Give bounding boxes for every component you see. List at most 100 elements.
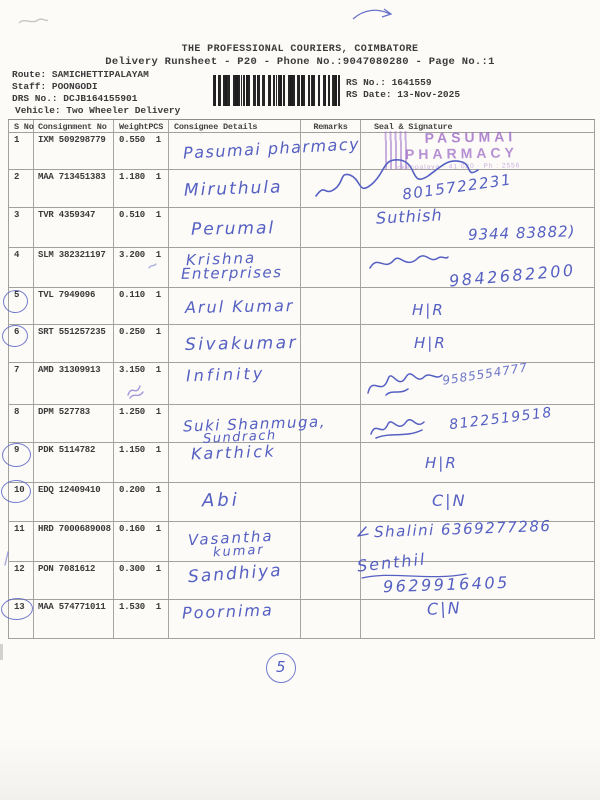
pcs-value: 1 [155,290,161,300]
consignee-cell [169,288,301,324]
consignee-handwriting: Miruthula [183,177,283,201]
consignment-number: PON 7081612 [34,562,114,599]
weight-pcs-cell: 0.510 1 [114,208,169,247]
remarks-cell [301,363,361,404]
weight-value: 0.160 [119,524,146,534]
pcs-value: 1 [155,365,161,375]
table-row: 12 PON 7081612 0.300 1 [9,562,594,600]
stamp-line1: PASUMAI [424,128,517,146]
remarks-cell [301,208,361,247]
pcs-value: 1 [155,564,161,574]
pcs-value: 1 [155,407,161,417]
vehicle-line: Vehicle: Two Wheeler Delivery [15,105,181,116]
consignee-cell [169,363,301,404]
seal-cn-handwriting: C|N [426,598,462,619]
signature-scribble [370,419,425,439]
runsheet-subtitle: Delivery Runsheet - P20 - Phone No.:9047… [105,56,495,68]
consignment-number: HRD 7000689008 [34,522,114,561]
weight-value: 0.300 [119,564,146,574]
consignee-cell [169,170,301,207]
serial-number: 5 [9,288,34,324]
weight-value: 0.110 [119,290,146,300]
consignee-cell [169,522,301,561]
drs-number-line: DRS No.: DCJB164155901 [12,93,138,104]
rs-date: RS Date: 13-Nov-2025 [346,89,461,100]
ink-scribble-mark [127,385,144,399]
signature-scribble [315,159,479,197]
ink-dot-mark [148,263,157,269]
header-pcs: PCS [148,122,164,132]
header-seal: Seal & Signature [374,122,453,132]
weight-value: 1.180 [119,172,146,182]
remarks-cell [301,600,361,638]
seal-hr-handwriting: H|R [425,454,458,472]
serial-number: 6 [9,325,34,362]
consignment-number: AMD 31309913 [34,363,114,404]
consignment-number: SLM 382321197 [34,248,114,287]
weight-pcs-cell: 3.150 1 [114,363,169,404]
consignment-number: TVL 7949096 [34,288,114,324]
page-tally-number: 5 [276,658,286,676]
weight-pcs-cell: 0.110 1 [114,288,169,324]
serial-number: 7 [9,363,34,404]
serial-number: 9 [9,443,34,482]
consignee-handwriting: kumar [212,542,266,561]
consignee-handwriting: Karthick [190,441,277,464]
consignee-cell [169,133,301,169]
consignment-number: EDQ 12409410 [34,483,114,521]
weight-value: 1.530 [119,602,146,612]
table-row: 10 EDQ 12409410 0.200 1 [9,483,594,522]
consignee-handwriting: Infinity [185,363,266,386]
weight-pcs-cell: 1.150 1 [114,443,169,482]
serial-number: 10 [9,483,34,521]
pcs-value: 1 [155,172,161,182]
weight-value: 0.200 [119,485,146,495]
pcs-value: 1 [155,485,161,495]
consignment-number: TVR 4359347 [34,208,114,247]
company-title: THE PROFESSIONAL COURIERS, COIMBATORE [181,44,419,55]
header-sno: S No [9,120,34,132]
consignment-number: DPM 527783 [34,405,114,442]
remarks-cell [301,248,361,287]
seal-cell [361,483,594,521]
signature-scribble [367,373,443,396]
weight-pcs-cell: 0.300 1 [114,562,169,599]
seal-name-handwriting: Suthish [375,205,444,228]
table-row: 2 MAA 713451383 1.180 1 [9,170,594,208]
table-header-row: S No Consignment No Weight PCS Consignee… [9,120,594,133]
table-row: 3 TVR 4359347 0.510 1 [9,208,594,248]
pcs-value: 1 [155,210,161,220]
consignment-number: MAA 713451383 [34,170,114,207]
remarks-cell [301,133,361,169]
weight-pcs-cell: 1.530 1 [114,600,169,638]
remarks-cell [301,562,361,599]
table-row: 11 HRD 7000689008 0.160 1 [9,522,594,562]
table-row: 1 IXM 509298779 0.550 1 [9,133,594,170]
rs-number: RS No.: 1641559 [346,77,432,88]
staff-line: Staff: POONGODI [12,81,98,92]
pencil-smudge [18,18,49,24]
table-row: 7 AMD 31309913 3.150 1 [9,363,594,405]
weight-value: 1.150 [119,445,146,455]
header-consignment: Consignment No [34,120,114,132]
seal-cn-handwriting: C|N [432,491,467,510]
table-row: 5 TVL 7949096 0.110 1 [9,288,594,325]
weight-value: 0.550 [119,135,146,145]
consignee-handwriting: Perumal [190,218,276,240]
serial-number: 1 [9,133,34,169]
header-remarks: Remarks [301,120,361,132]
pcs-value: 1 [155,524,161,534]
serial-number: 3 [9,208,34,247]
serial-number: 8 [9,405,34,442]
weight-pcs-cell: 0.550 1 [114,133,169,169]
header-weight: Weight [119,122,149,132]
consignment-number: PDK 5114782 [34,443,114,482]
remarks-cell [301,170,361,207]
weight-pcs-cell: 1.250 1 [114,405,169,442]
weight-value: 0.510 [119,210,146,220]
signature-scribble [369,255,449,269]
seal-cell [361,325,594,362]
pcs-value: 1 [155,327,161,337]
weight-value: 3.200 [119,250,146,260]
table-row: 4 SLM 382321197 3.200 1 [9,248,594,288]
